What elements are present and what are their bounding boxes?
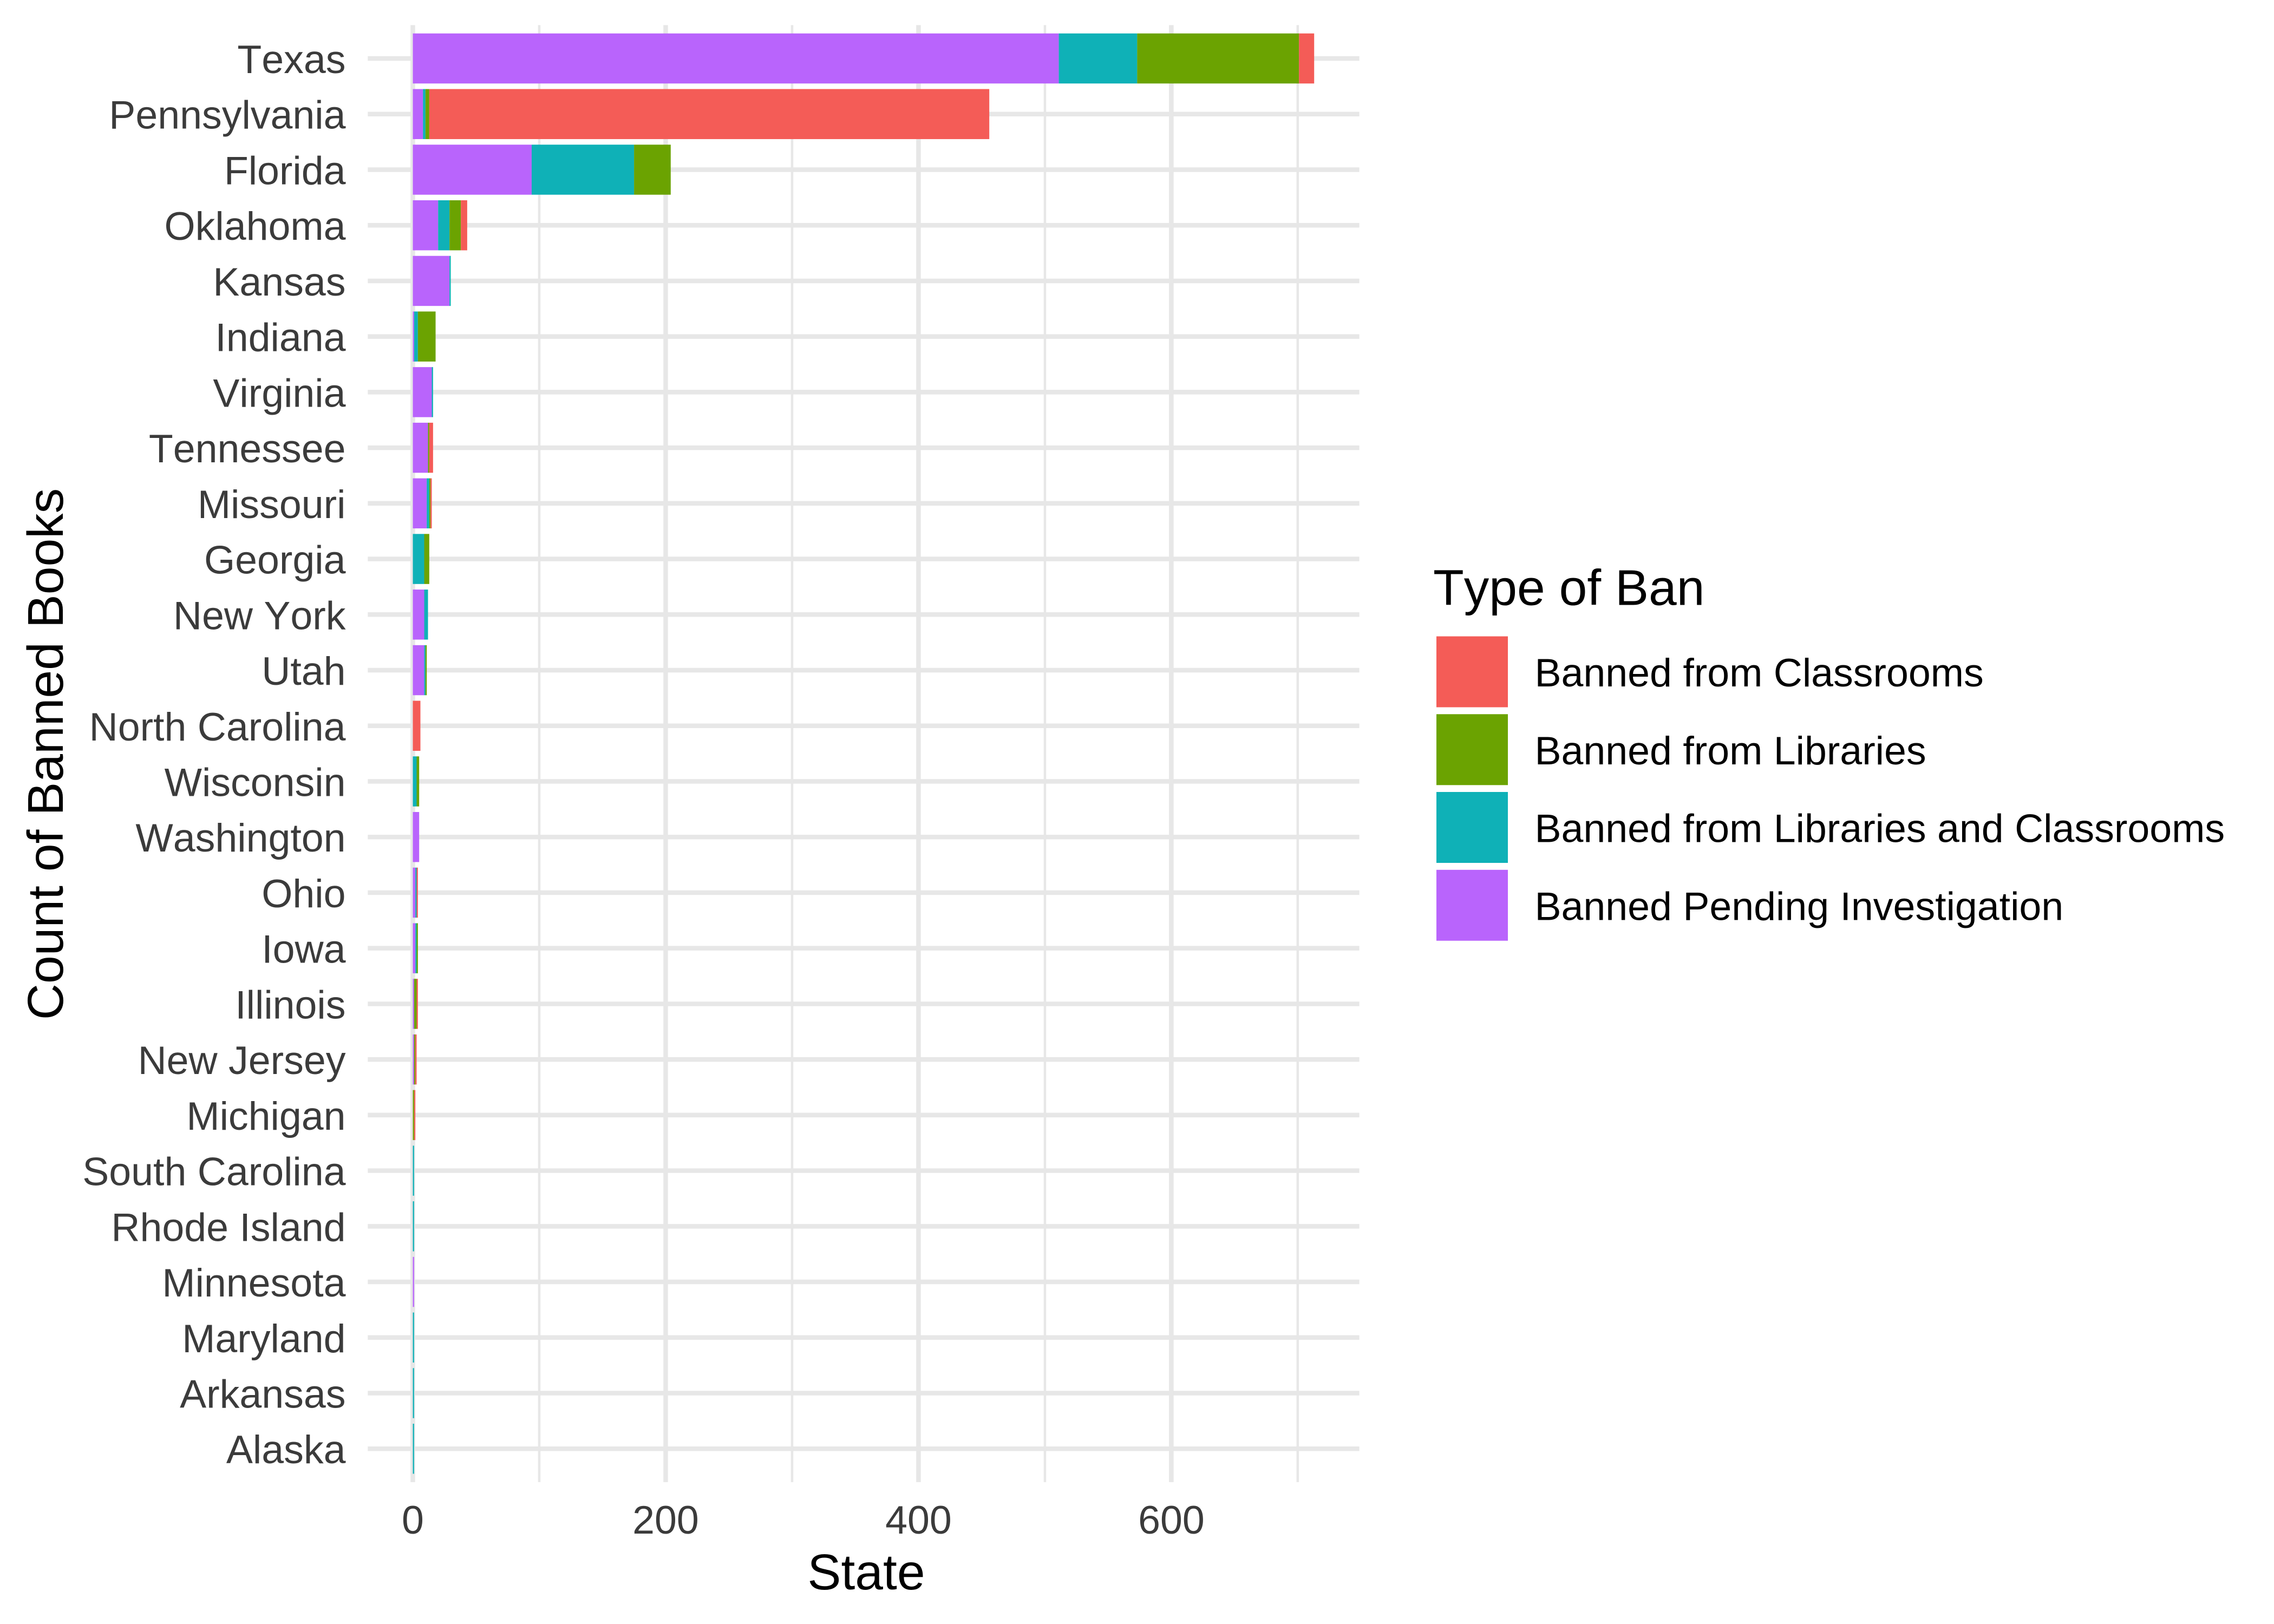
svg-text:Indiana: Indiana: [215, 315, 345, 360]
svg-text:Florida: Florida: [224, 148, 346, 193]
svg-text:State: State: [807, 1544, 925, 1600]
svg-text:400: 400: [885, 1497, 952, 1542]
svg-text:Ohio: Ohio: [262, 871, 345, 916]
svg-text:Iowa: Iowa: [262, 927, 345, 972]
svg-text:North Carolina: North Carolina: [89, 704, 346, 749]
svg-text:New York: New York: [173, 593, 346, 638]
svg-text:600: 600: [1138, 1497, 1205, 1542]
svg-text:0: 0: [402, 1497, 424, 1542]
svg-text:Rhode Island: Rhode Island: [111, 1204, 345, 1249]
svg-text:Michigan: Michigan: [186, 1093, 345, 1138]
svg-text:Virginia: Virginia: [213, 370, 345, 415]
svg-text:200: 200: [632, 1497, 699, 1542]
svg-text:Oklahoma: Oklahoma: [165, 204, 346, 248]
svg-text:Arkansas: Arkansas: [180, 1372, 345, 1417]
svg-text:Type of Ban: Type of Ban: [1433, 560, 1704, 616]
svg-text:Banned from Libraries: Banned from Libraries: [1535, 728, 1926, 773]
svg-text:New Jersey: New Jersey: [138, 1038, 346, 1083]
svg-text:Count of Banned Books: Count of Banned Books: [17, 488, 74, 1020]
svg-text:Banned Pending Investigation: Banned Pending Investigation: [1535, 883, 2064, 928]
svg-text:Banned from Libraries and Clas: Banned from Libraries and Classrooms: [1535, 806, 2225, 851]
svg-text:Missouri: Missouri: [198, 482, 346, 527]
svg-text:Wisconsin: Wisconsin: [165, 760, 346, 805]
svg-text:Utah: Utah: [262, 649, 345, 693]
svg-text:Georgia: Georgia: [204, 538, 346, 582]
svg-text:Maryland: Maryland: [182, 1316, 345, 1361]
svg-text:South Carolina: South Carolina: [82, 1149, 345, 1194]
svg-text:Minnesota: Minnesota: [162, 1260, 345, 1305]
svg-text:Kansas: Kansas: [213, 259, 345, 304]
svg-text:Texas: Texas: [237, 37, 345, 82]
svg-text:Washington: Washington: [135, 815, 345, 860]
svg-text:Illinois: Illinois: [235, 982, 345, 1027]
svg-text:Alaska: Alaska: [226, 1427, 346, 1472]
svg-text:Tennessee: Tennessee: [149, 426, 346, 471]
svg-text:Banned from Classrooms: Banned from Classrooms: [1535, 650, 1984, 695]
svg-text:Pennsylvania: Pennsylvania: [109, 93, 345, 137]
